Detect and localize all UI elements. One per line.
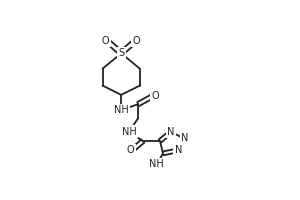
- Text: NH: NH: [149, 159, 164, 169]
- Text: N: N: [175, 145, 182, 155]
- Text: O: O: [127, 145, 134, 155]
- Text: N: N: [167, 127, 175, 137]
- Text: O: O: [152, 91, 159, 101]
- Text: NH: NH: [122, 127, 136, 137]
- Text: N: N: [181, 133, 188, 143]
- Text: O: O: [133, 36, 140, 46]
- Text: NH: NH: [114, 105, 129, 115]
- Text: S: S: [118, 48, 124, 58]
- Text: O: O: [102, 36, 110, 46]
